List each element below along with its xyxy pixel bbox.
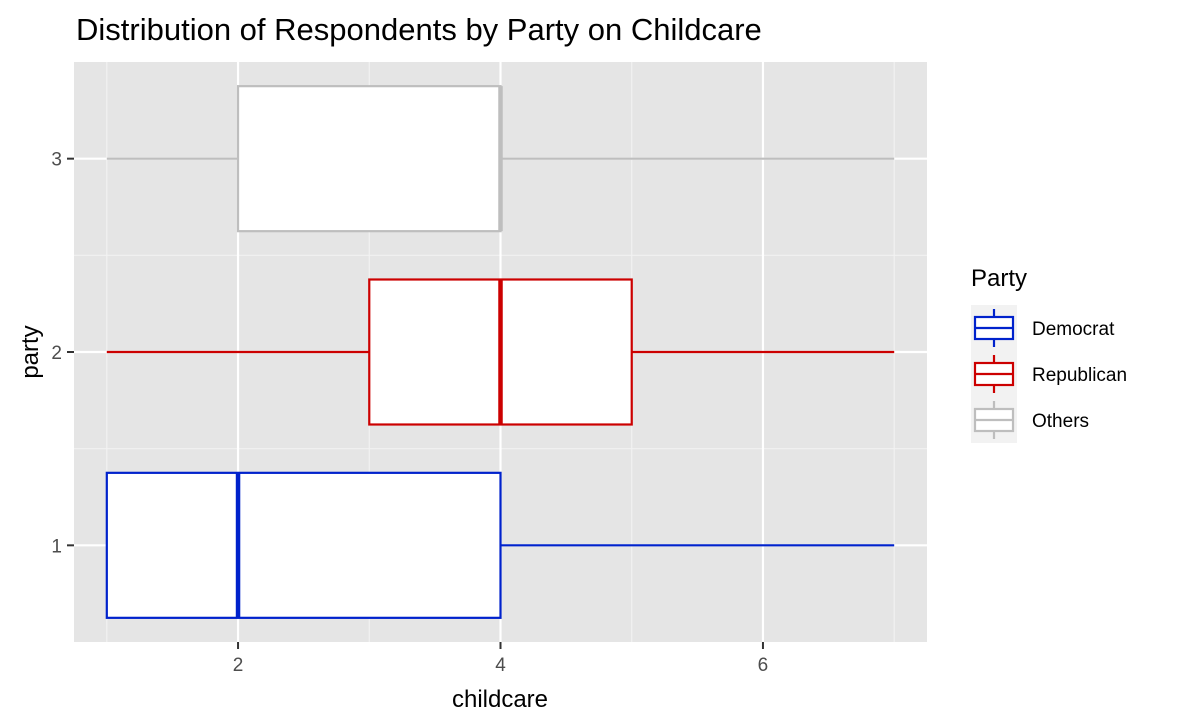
x-axis-title: childcare	[452, 686, 548, 713]
x-tick-label: 4	[495, 655, 506, 676]
box-democrat	[105, 471, 895, 619]
chart-title: Distribution of Respondents by Party on …	[76, 12, 762, 47]
box-republican	[106, 278, 895, 426]
legend-item-others: Others	[971, 397, 1089, 443]
boxplot-series	[105, 85, 895, 619]
x-axis: 2 4 6	[233, 642, 769, 676]
legend-item-democrat: Democrat	[971, 305, 1115, 351]
y-tick-label: 2	[51, 343, 62, 364]
legend: Party Democrat Republican Others	[971, 265, 1127, 443]
y-axis-title: party	[17, 325, 44, 378]
legend-title: Party	[971, 265, 1027, 292]
y-tick-label: 1	[51, 536, 62, 557]
legend-label: Democrat	[1032, 319, 1115, 340]
legend-label: Republican	[1032, 365, 1127, 386]
legend-item-republican: Republican	[971, 351, 1127, 397]
x-tick-label: 2	[233, 655, 244, 676]
box-iqr	[236, 85, 502, 233]
legend-label: Others	[1032, 411, 1089, 432]
y-axis: 1 2 3	[51, 150, 74, 557]
y-tick-label: 3	[51, 150, 62, 171]
x-tick-label: 6	[758, 655, 769, 676]
box-others	[106, 85, 895, 233]
legend-keys: Democrat Republican Others	[971, 305, 1127, 443]
box-iqr	[105, 471, 502, 619]
